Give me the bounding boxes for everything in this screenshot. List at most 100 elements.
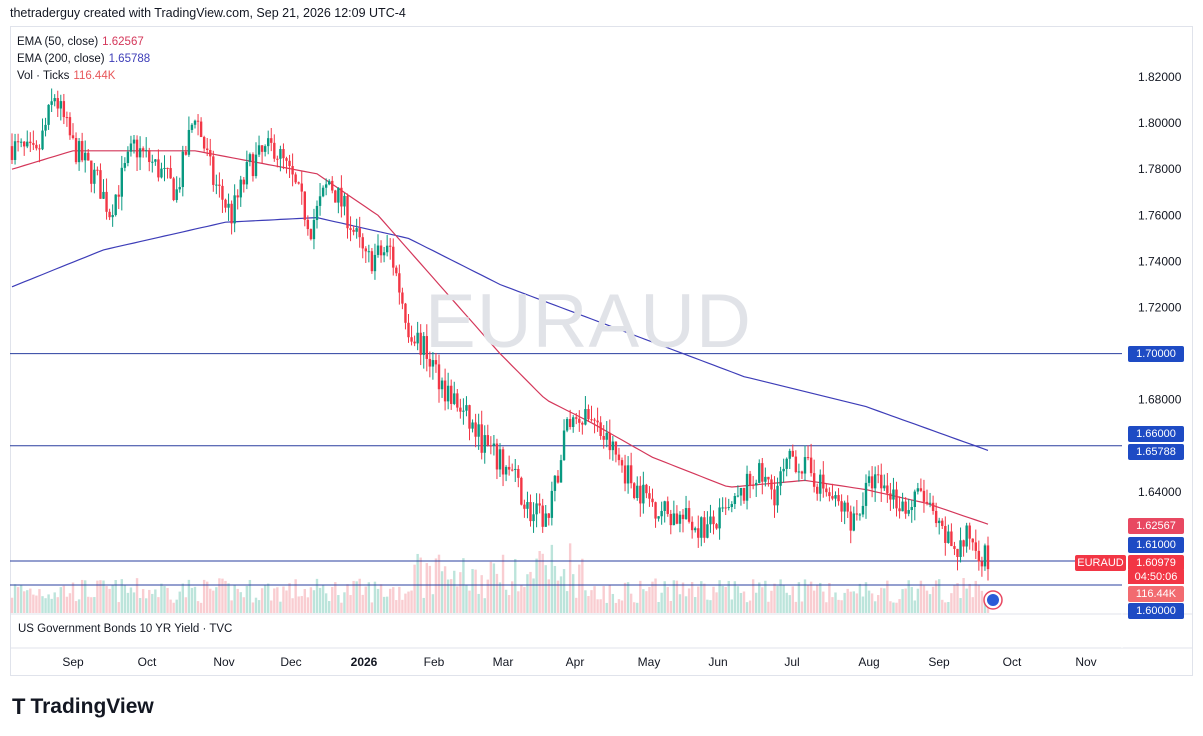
candle-body	[10, 146, 14, 160]
candle-body	[953, 546, 956, 549]
volume-bar	[370, 602, 374, 613]
chart-header: thetraderguy created with TradingView.co…	[10, 6, 406, 20]
volume-bar	[141, 589, 145, 613]
candle-body	[645, 484, 648, 494]
volume-bar	[751, 579, 755, 613]
candle-body	[108, 211, 111, 218]
price-tick-label: 1.72000	[1138, 301, 1182, 315]
volume-bar	[187, 579, 191, 613]
candle-body	[791, 450, 794, 457]
volume-bar	[550, 544, 554, 613]
volume-bar	[776, 585, 779, 613]
volume-bar	[614, 602, 618, 613]
candle-body	[950, 531, 953, 547]
candle-body	[68, 117, 72, 136]
time-tick-label: 2026	[351, 655, 378, 669]
candle-body	[474, 422, 477, 437]
candle-body	[111, 215, 114, 218]
volume-bar	[800, 601, 804, 613]
candle-body	[739, 487, 743, 496]
volume-bar	[581, 558, 584, 613]
volume-bar	[965, 588, 968, 613]
candle-body	[623, 465, 627, 484]
volume-bar	[596, 599, 599, 613]
volume-bar	[407, 591, 410, 613]
volume-bar	[53, 592, 56, 613]
candle-body	[514, 468, 517, 470]
candle-body	[562, 430, 566, 461]
candle-body	[425, 336, 428, 359]
candle-body	[358, 228, 361, 238]
candle-body	[544, 513, 547, 527]
candle-body	[343, 195, 346, 207]
candle-body	[65, 117, 69, 119]
candle-body	[422, 336, 425, 355]
candle-body	[446, 385, 450, 402]
volume-bar	[324, 593, 328, 613]
volume-bar	[834, 592, 837, 613]
price-tick-label: 1.68000	[1138, 393, 1182, 407]
volume-bar	[651, 581, 654, 613]
candle-body	[584, 409, 587, 425]
candle-body	[480, 424, 483, 453]
candle-body	[462, 410, 465, 412]
volume-bar	[697, 586, 700, 613]
legend-ema50[interactable]: EMA (50, close) 1.62567	[17, 36, 144, 48]
volume-bar	[843, 592, 846, 613]
volume-bar	[392, 587, 395, 613]
tradingview-logo[interactable]: T TradingView	[12, 694, 154, 720]
volume-bar	[413, 564, 416, 613]
volume-bar	[123, 584, 127, 613]
candle-body	[315, 205, 319, 221]
candle-body	[148, 150, 151, 163]
candle-body	[568, 419, 572, 428]
chart-frame[interactable]	[10, 26, 1193, 676]
price-tick-label: 1.82000	[1138, 70, 1182, 84]
candle-body	[23, 141, 26, 147]
volume-bar	[880, 587, 883, 613]
price-tick-label: 1.78000	[1138, 162, 1182, 176]
volume-bar	[669, 600, 672, 613]
candle-body	[471, 422, 474, 429]
volume-bar	[840, 600, 843, 613]
candle-body	[785, 458, 788, 469]
legend-volume[interactable]: Vol · Ticks 116.44K	[17, 70, 115, 82]
volume-bar	[846, 588, 849, 613]
volume-bar	[514, 558, 517, 613]
candle-body	[181, 151, 184, 188]
volume-bar	[806, 584, 810, 613]
volume-bar	[507, 595, 511, 613]
candle-body	[364, 248, 367, 252]
candle-body	[675, 513, 679, 524]
candle-body	[166, 167, 169, 169]
volume-bar	[861, 596, 865, 613]
time-tick-label: Oct	[1003, 655, 1022, 669]
volume-bar	[678, 594, 682, 613]
volume-bar	[431, 594, 435, 613]
candle-body	[535, 503, 538, 515]
candle-body	[620, 460, 624, 466]
legend-volume-label: Vol · Ticks	[17, 70, 70, 82]
volume-bar	[556, 580, 560, 613]
candle-body	[660, 510, 663, 517]
candle-body	[53, 98, 56, 102]
volume-tag: 116.44K	[1128, 586, 1184, 602]
candle-body	[846, 502, 849, 512]
tag-1.61000: 1.61000	[1128, 537, 1184, 553]
candle-body	[730, 504, 733, 508]
volume-bar	[111, 585, 114, 613]
volume-bar	[44, 598, 47, 613]
candle-body	[16, 141, 20, 143]
volume-bar	[956, 583, 959, 613]
candle-body	[715, 524, 718, 529]
candle-body	[282, 149, 285, 159]
volume-bar	[483, 598, 486, 613]
candle-body	[132, 139, 136, 144]
legend-ema200[interactable]: EMA (200, close) 1.65788	[17, 53, 150, 65]
candle-body	[889, 493, 892, 500]
candle-body	[748, 473, 752, 485]
volume-bar	[968, 583, 971, 613]
candle-body	[864, 482, 868, 506]
candle-body	[800, 471, 804, 474]
